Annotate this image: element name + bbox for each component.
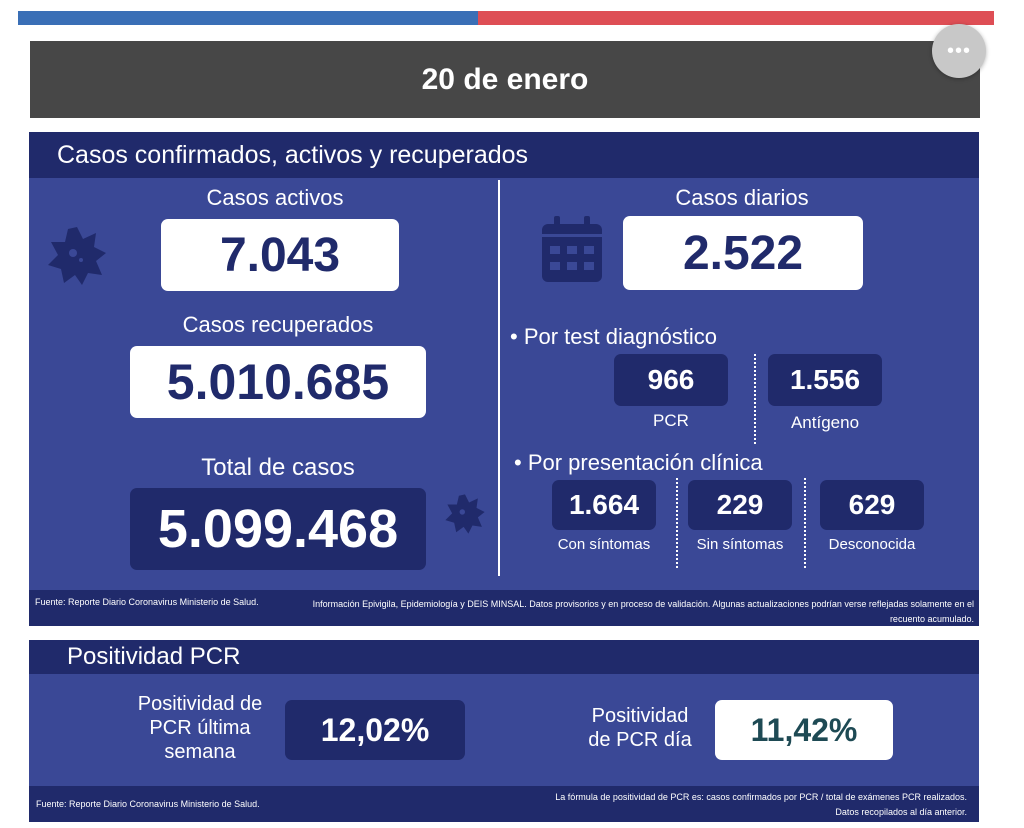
divider bbox=[676, 478, 678, 568]
more-options-button[interactable]: ••• bbox=[932, 24, 986, 78]
pcr-label: PCR bbox=[653, 411, 689, 430]
antigen-label: Antígeno bbox=[790, 413, 860, 432]
asymptomatic-value: 229 bbox=[688, 480, 792, 530]
flag-bar-red bbox=[478, 11, 994, 25]
source-text: Fuente: Reporte Diario Coronavirus Minis… bbox=[36, 799, 260, 809]
daily-cases-value: 2.522 bbox=[623, 216, 863, 290]
divider bbox=[498, 180, 500, 576]
weekly-positivity-label: Positividad de PCR última semana bbox=[137, 693, 263, 763]
total-value: 5.099.468 bbox=[130, 488, 426, 570]
cases-title: Casos confirmados, activos y recuperados bbox=[29, 132, 979, 178]
note-text: Información Epivigila, Epidemiología y D… bbox=[312, 599, 974, 624]
weekly-positivity-value: 12,02% bbox=[285, 700, 465, 760]
total-label: Total de casos bbox=[201, 454, 355, 481]
divider bbox=[754, 354, 756, 444]
active-cases-label: Casos activos bbox=[206, 185, 344, 210]
daily-positivity-label: Positividad de PCR día bbox=[588, 705, 692, 751]
pcr-value: 966 bbox=[614, 354, 728, 406]
daily-positivity-value: 11,42% bbox=[715, 700, 893, 760]
source-text: Fuente: Reporte Diario Coronavirus Minis… bbox=[35, 597, 259, 607]
collection-note: Datos recopilados al día anterior. bbox=[835, 807, 967, 817]
date-header: 20 de enero bbox=[30, 41, 980, 118]
more-icon: ••• bbox=[946, 39, 971, 62]
virus-small-icon bbox=[445, 494, 485, 534]
calendar-icon bbox=[542, 216, 602, 282]
cases-footer bbox=[29, 590, 979, 626]
formula-note: La fórmula de positividad de PCR es: cas… bbox=[555, 792, 967, 802]
by-test-label: • Por test diagnóstico bbox=[510, 324, 718, 349]
symptomatic-value: 1.664 bbox=[552, 480, 656, 530]
divider bbox=[804, 478, 806, 568]
positivity-title: Positividad PCR bbox=[29, 640, 979, 674]
symptomatic-label: Con síntomas bbox=[557, 536, 651, 553]
daily-cases-label: Casos diarios bbox=[675, 185, 809, 210]
recovered-label: Casos recuperados bbox=[182, 312, 374, 337]
asymptomatic-label: Sin síntomas bbox=[696, 536, 784, 553]
by-clinical-label: • Por presentación clínica bbox=[514, 450, 763, 475]
unknown-label: Desconocida bbox=[828, 536, 916, 553]
active-cases-value: 7.043 bbox=[161, 219, 399, 291]
flag-bar-blue bbox=[18, 11, 478, 25]
recovered-value: 5.010.685 bbox=[130, 346, 426, 418]
virus-icon bbox=[48, 227, 106, 285]
unknown-value: 629 bbox=[820, 480, 924, 530]
antigen-value: 1.556 bbox=[768, 354, 882, 406]
positivity-footer bbox=[29, 786, 979, 822]
